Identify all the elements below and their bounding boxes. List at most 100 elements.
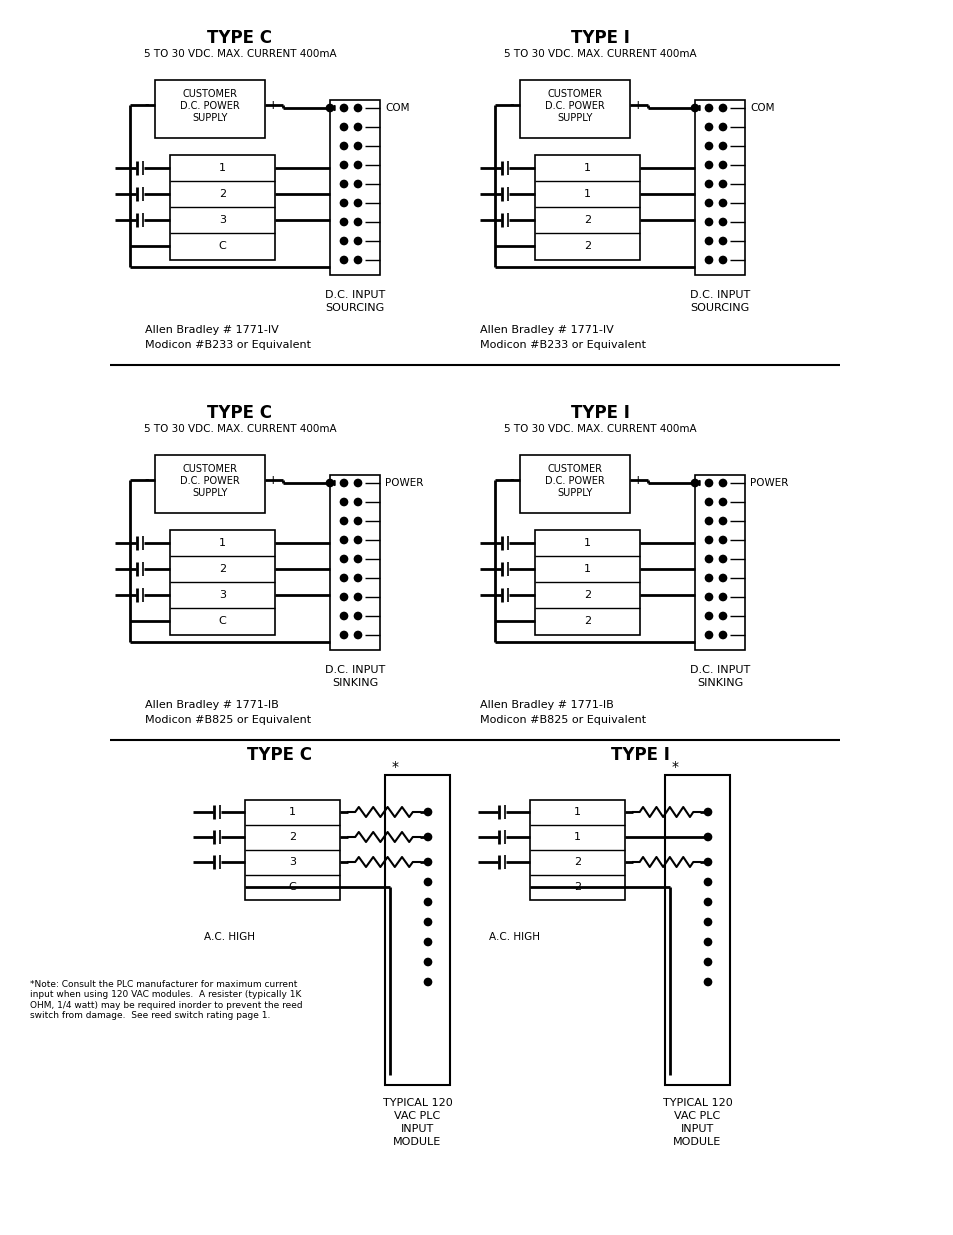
Circle shape [703, 858, 711, 866]
Text: 5 TO 30 VDC. MAX. CURRENT 400mA: 5 TO 30 VDC. MAX. CURRENT 400mA [144, 424, 336, 433]
Text: -: - [509, 473, 514, 487]
Text: D.C. POWER: D.C. POWER [180, 101, 239, 111]
Circle shape [705, 631, 712, 638]
Text: 1: 1 [219, 538, 226, 548]
Text: -: - [509, 99, 514, 111]
Circle shape [719, 594, 726, 600]
Circle shape [705, 105, 712, 111]
Text: 1: 1 [574, 832, 580, 842]
Text: 1: 1 [583, 163, 590, 173]
Circle shape [719, 536, 726, 543]
Text: 3: 3 [219, 590, 226, 600]
Text: SUPPLY: SUPPLY [193, 488, 228, 498]
Text: D.C. POWER: D.C. POWER [544, 475, 604, 487]
Text: 1: 1 [583, 538, 590, 548]
Bar [519, 454, 629, 513]
Circle shape [719, 237, 726, 245]
Text: CUSTOMER: CUSTOMER [547, 89, 602, 99]
Text: 1: 1 [574, 806, 580, 818]
Circle shape [340, 105, 347, 111]
Circle shape [705, 536, 712, 543]
Text: 1: 1 [219, 163, 226, 173]
Bar [385, 776, 450, 1086]
Text: SUPPLY: SUPPLY [193, 112, 228, 124]
Polygon shape [330, 105, 335, 110]
Bar [154, 80, 265, 138]
Text: D.C. POWER: D.C. POWER [180, 475, 239, 487]
Circle shape [705, 499, 712, 505]
Circle shape [705, 556, 712, 562]
Circle shape [340, 237, 347, 245]
Text: Modicon #B825 or Equivalent: Modicon #B825 or Equivalent [479, 715, 645, 725]
Circle shape [703, 878, 711, 885]
Text: A.C. HIGH: A.C. HIGH [489, 932, 540, 942]
Bar [535, 530, 639, 635]
Circle shape [355, 180, 361, 188]
Text: Allen Bradley # 1771-IV: Allen Bradley # 1771-IV [145, 325, 278, 335]
Circle shape [340, 574, 347, 582]
Text: +: + [632, 99, 642, 111]
Bar [535, 156, 639, 261]
Circle shape [703, 958, 711, 966]
Text: 5 TO 30 VDC. MAX. CURRENT 400mA: 5 TO 30 VDC. MAX. CURRENT 400mA [503, 424, 696, 433]
Circle shape [340, 479, 347, 487]
Circle shape [340, 556, 347, 562]
Circle shape [340, 257, 347, 263]
Text: Modicon #B825 or Equivalent: Modicon #B825 or Equivalent [145, 715, 311, 725]
Text: COM: COM [385, 103, 409, 112]
Circle shape [355, 517, 361, 525]
Circle shape [719, 162, 726, 168]
Circle shape [719, 613, 726, 620]
Text: SUPPLY: SUPPLY [557, 488, 592, 498]
Circle shape [355, 105, 361, 111]
Circle shape [355, 499, 361, 505]
Circle shape [705, 257, 712, 263]
Circle shape [691, 105, 698, 111]
Text: MODULE: MODULE [673, 1137, 720, 1147]
Text: 3: 3 [289, 857, 295, 867]
Text: +: + [268, 473, 278, 487]
Circle shape [691, 479, 698, 487]
Circle shape [355, 574, 361, 582]
Circle shape [355, 556, 361, 562]
Text: VAC PLC: VAC PLC [674, 1112, 720, 1121]
Circle shape [705, 479, 712, 487]
Text: 2: 2 [583, 241, 591, 251]
Circle shape [719, 556, 726, 562]
Circle shape [719, 105, 726, 111]
Text: Modicon #B233 or Equivalent: Modicon #B233 or Equivalent [479, 340, 645, 350]
Text: C: C [289, 882, 296, 892]
Circle shape [340, 219, 347, 226]
Circle shape [355, 536, 361, 543]
Text: TYPE I: TYPE I [570, 404, 629, 422]
Circle shape [719, 574, 726, 582]
Circle shape [719, 219, 726, 226]
Text: +: + [632, 473, 642, 487]
Circle shape [719, 631, 726, 638]
Text: Allen Bradley # 1771-IB: Allen Bradley # 1771-IB [479, 700, 613, 710]
Text: A.C. HIGH: A.C. HIGH [204, 932, 255, 942]
Circle shape [719, 142, 726, 149]
Text: *: * [391, 760, 398, 774]
Circle shape [340, 613, 347, 620]
Polygon shape [695, 105, 700, 110]
Text: TYPICAL 120: TYPICAL 120 [662, 1098, 732, 1108]
Text: MODULE: MODULE [393, 1137, 441, 1147]
Bar [330, 475, 379, 650]
Circle shape [703, 899, 711, 905]
Circle shape [355, 124, 361, 131]
Circle shape [705, 613, 712, 620]
Text: TYPE I: TYPE I [610, 746, 669, 764]
Text: INPUT: INPUT [680, 1124, 714, 1134]
Text: D.C. INPUT: D.C. INPUT [325, 664, 385, 676]
Circle shape [705, 219, 712, 226]
Polygon shape [330, 480, 335, 485]
Bar [245, 800, 339, 900]
Text: Allen Bradley # 1771-IV: Allen Bradley # 1771-IV [479, 325, 613, 335]
Circle shape [340, 536, 347, 543]
Text: Modicon #B233 or Equivalent: Modicon #B233 or Equivalent [145, 340, 311, 350]
Circle shape [424, 858, 431, 866]
Circle shape [705, 142, 712, 149]
Circle shape [705, 124, 712, 131]
Text: 2: 2 [289, 832, 295, 842]
